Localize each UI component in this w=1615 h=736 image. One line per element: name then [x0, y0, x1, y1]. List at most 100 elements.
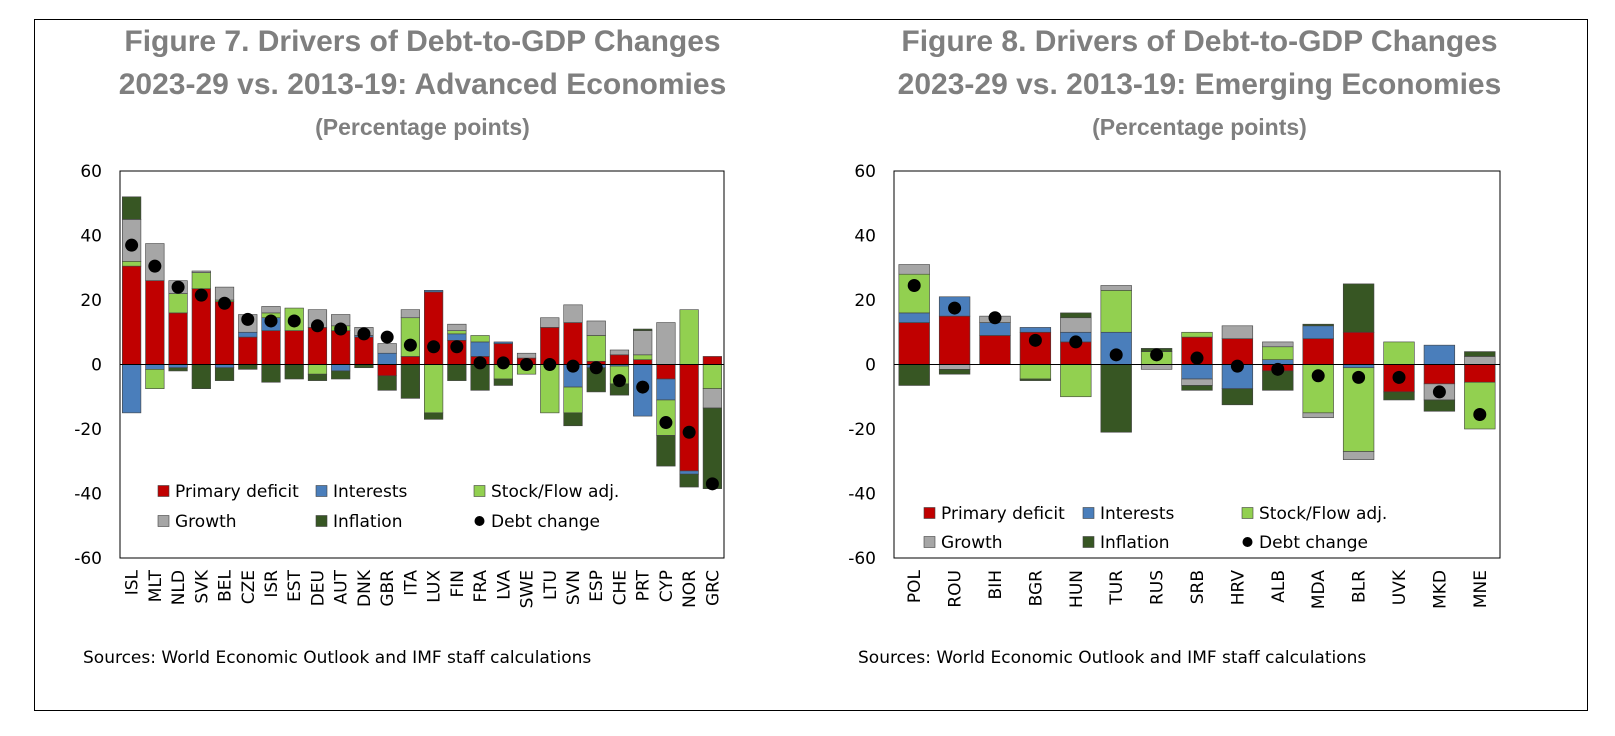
bar-growth: [516, 352, 537, 359]
bar-inflation: [563, 412, 583, 427]
x-tick-label: TUR: [1107, 570, 1127, 606]
bar-primary-deficit: [400, 356, 420, 365]
bar-growth: [377, 343, 397, 354]
bar-interests: [331, 364, 351, 372]
y-tick-label: 20: [854, 291, 876, 311]
debt-change-point: [148, 259, 162, 273]
bar-inflation: [400, 364, 420, 399]
bar-stock-flow: [1019, 364, 1052, 380]
bar-growth: [261, 306, 281, 314]
chart-title-line2: 2023-29 vs. 2013-19: Emerging Economies: [897, 68, 1502, 101]
debt-change-point: [705, 477, 719, 491]
bar-interests: [122, 364, 142, 414]
bar-interests: [979, 322, 1011, 336]
legend-swatch-stock-flow: [473, 485, 486, 497]
x-tick-label: ITA: [401, 570, 421, 596]
debt-change-point: [589, 361, 603, 375]
bar-growth: [1100, 285, 1132, 291]
bar-interests: [447, 333, 467, 341]
x-tick-label: EST: [285, 569, 305, 602]
debt-change-point: [194, 288, 208, 302]
x-tick-label: SVN: [564, 570, 584, 605]
debt-change-point: [473, 356, 487, 370]
debt-change-point: [241, 312, 255, 326]
bar-inflation: [1383, 391, 1415, 401]
bar-inflation: [633, 328, 653, 331]
debt-change-point: [566, 359, 580, 373]
bar-primary-deficit: [214, 301, 235, 365]
bar-growth: [1342, 451, 1375, 460]
x-tick-label: UVK: [1390, 569, 1410, 605]
x-tick-label: MNE: [1471, 570, 1491, 608]
bar-growth: [586, 320, 606, 336]
x-tick-label: HRV: [1228, 570, 1248, 606]
bar-inflation: [447, 364, 467, 381]
bar-inflation: [168, 367, 188, 372]
debt-change-point: [948, 301, 962, 315]
bar-inflation: [1019, 378, 1052, 381]
y-tick-label: -60: [74, 549, 102, 569]
bar-primary-deficit: [424, 291, 444, 365]
x-tick-label: LTU: [541, 570, 561, 600]
legend-label: Debt change: [1259, 533, 1368, 553]
x-tick-label: CHE: [610, 570, 630, 605]
legend-marker-debt-change: [474, 516, 485, 526]
legend-swatch-primary-deficit: [157, 485, 170, 497]
bar-primary-deficit: [145, 280, 165, 365]
x-tick-label: LVA: [494, 570, 514, 600]
debt-change-point: [380, 330, 394, 344]
debt-change-point: [636, 380, 650, 394]
legend-swatch-inflation: [315, 515, 328, 527]
legend-label: Growth: [941, 533, 1003, 553]
x-tick-label: PRT: [634, 569, 654, 601]
x-tick-label: GBR: [378, 570, 398, 607]
x-tick-label: MDA: [1309, 570, 1329, 609]
y-tick-label: 60: [854, 162, 876, 182]
legend-swatch-growth: [923, 536, 936, 548]
bar-stock-flow: [702, 364, 722, 389]
bar-inflation: [938, 369, 971, 375]
y-tick-label: 40: [854, 227, 876, 247]
legend-swatch-growth: [157, 515, 170, 527]
debt-change-point: [310, 319, 324, 333]
y-tick-label: -60: [848, 549, 876, 569]
x-tick-label: ALB: [1269, 570, 1289, 603]
chart-subtitle: (Percentage points): [315, 114, 530, 140]
debt-change-point: [1230, 359, 1244, 373]
bar-interests: [1181, 364, 1213, 380]
bar-growth: [1060, 317, 1092, 333]
legend-label: Interests: [333, 482, 408, 502]
bar-interests: [1302, 325, 1334, 339]
chart-title: Figure 8. Drivers of Debt-to-GDP Changes: [901, 25, 1498, 58]
x-tick-label: CYP: [657, 570, 677, 602]
x-tick-label: ISL: [123, 569, 143, 595]
x-tick-label: NOR: [680, 570, 700, 608]
bar-interests: [145, 364, 165, 370]
debt-change-point: [1150, 348, 1164, 362]
figure-7-panel: Figure 7. Drivers of Debt-to-GDP Changes…: [34, 19, 811, 711]
y-tick-label: -20: [848, 420, 876, 440]
x-tick-label: ISR: [262, 570, 282, 598]
bar-stock-flow: [145, 369, 165, 389]
bar-interests: [470, 341, 490, 357]
legend-swatch-inflation: [1082, 536, 1095, 548]
y-tick-label: 60: [80, 162, 102, 182]
bar-interests: [238, 331, 258, 338]
debt-change-point: [520, 358, 534, 371]
bar-growth: [540, 317, 560, 328]
bar-primary-deficit: [1342, 331, 1375, 365]
bar-growth: [1464, 356, 1496, 365]
bar-stock-flow: [586, 335, 606, 362]
bar-stock-flow: [307, 364, 328, 375]
bar-primary-deficit: [633, 359, 653, 365]
debt-change-point: [1352, 370, 1366, 384]
bar-growth: [702, 388, 722, 409]
bar-stock-flow: [447, 330, 467, 335]
bar-stock-flow: [633, 354, 653, 360]
debt-change-point: [1190, 351, 1204, 365]
bar-primary-deficit: [238, 336, 258, 365]
x-tick-label: ESP: [587, 570, 607, 602]
x-tick-label: POL: [905, 569, 925, 603]
bar-stock-flow: [168, 293, 188, 314]
bar-growth: [447, 323, 467, 331]
